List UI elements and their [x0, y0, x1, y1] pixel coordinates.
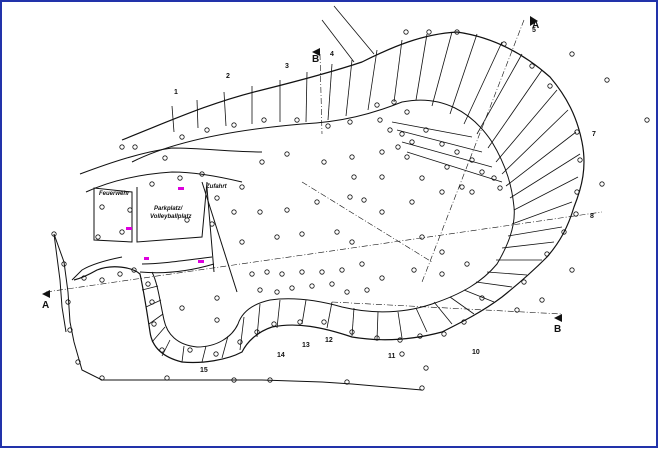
- section-lines: [45, 19, 603, 315]
- zone-label-fire-lane: Feuerwehr: [99, 191, 130, 197]
- zone-label-parking-line1: Parkplatz/: [154, 206, 184, 212]
- section-label-10: 10: [472, 349, 480, 356]
- slope-hatching-north: [171, 31, 581, 225]
- section-label-4: 4: [330, 51, 334, 58]
- section-marker-b-top: B: [312, 54, 319, 65]
- zone-label-access: Zufahrt: [205, 184, 228, 190]
- section-label-5: 5: [532, 27, 536, 34]
- footpath: [53, 233, 423, 391]
- section-label-12: 12: [325, 337, 333, 344]
- section-marker-a-top: A: [532, 20, 539, 31]
- section-label-11: 11: [388, 353, 396, 360]
- section-arrow-icon: [42, 16, 562, 322]
- section-label-3: 3: [285, 63, 289, 70]
- footpath-west: [53, 233, 67, 333]
- bank-lines: [321, 5, 503, 183]
- site-boundary: [73, 31, 585, 364]
- inner-edge: [131, 99, 515, 348]
- access-roads: [71, 147, 263, 293]
- slope-hatching-south: [141, 226, 563, 363]
- section-label-8: 8: [590, 213, 594, 220]
- section-label-13: 13: [302, 342, 310, 349]
- survey-points: [51, 29, 650, 391]
- highlight-marks: [126, 187, 204, 263]
- section-marker-a-left: A: [42, 300, 49, 311]
- section-label-15: 15: [200, 367, 208, 374]
- zone-label-parking-line2: Volleyballplatz: [150, 214, 191, 220]
- section-label-7: 7: [592, 131, 596, 138]
- section-label-2: 2: [226, 73, 230, 80]
- section-label-14: 14: [277, 352, 285, 359]
- section-label-1: 1: [174, 89, 178, 96]
- section-marker-b-bottom: B: [554, 324, 561, 335]
